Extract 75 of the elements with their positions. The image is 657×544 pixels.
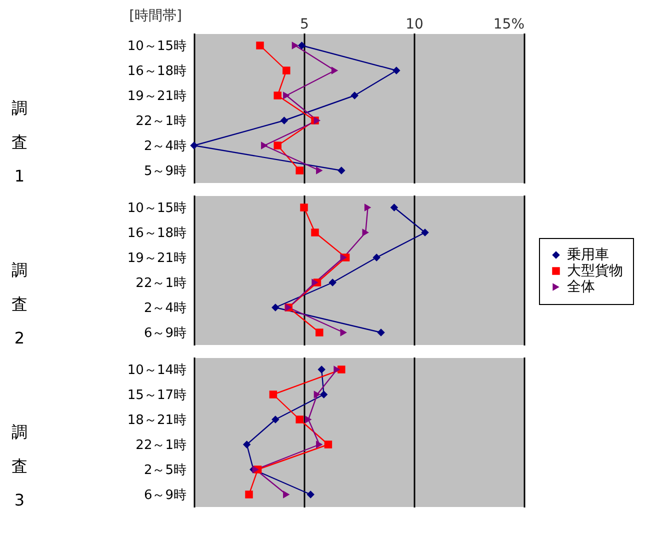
- point: [311, 228, 319, 236]
- y-tick-label: 18～21時: [127, 413, 186, 428]
- point: [314, 116, 321, 124]
- y-tick-label: 6～9時: [144, 488, 186, 503]
- x-tick-label: 15%: [493, 16, 524, 32]
- point: [269, 390, 278, 398]
- point: [261, 142, 268, 150]
- point: [338, 366, 346, 374]
- point: [324, 440, 332, 448]
- point: [340, 328, 347, 336]
- point: [340, 254, 347, 262]
- y-tick-label: 16～18時: [127, 64, 186, 79]
- point: [283, 490, 290, 498]
- y-tick-label: 22～1時: [136, 438, 186, 453]
- point: [320, 390, 328, 398]
- x-tick-label: 5: [300, 16, 309, 32]
- point: [306, 490, 314, 498]
- point: [316, 328, 324, 336]
- point: [421, 228, 429, 236]
- point: [338, 166, 346, 174]
- y-tick-label: 10～15時: [127, 39, 186, 54]
- point: [350, 92, 358, 100]
- y-tick-label: 2～5時: [144, 463, 186, 478]
- point: [392, 66, 400, 74]
- point: [298, 42, 306, 50]
- point: [390, 204, 398, 212]
- point: [316, 440, 323, 448]
- legend-label: 全体: [567, 279, 595, 295]
- point: [296, 166, 304, 174]
- y-tick-label: 2～4時: [144, 301, 186, 316]
- y-tick-label: 6～9時: [144, 326, 186, 341]
- y-axis-title: 調査3: [11, 422, 28, 510]
- y-tick-label: 10～14時: [127, 363, 186, 378]
- point: [283, 92, 290, 100]
- y-axis-title: 調査2: [11, 260, 28, 348]
- legend-label: 乗用車: [567, 247, 609, 263]
- point: [377, 328, 385, 336]
- point: [331, 66, 338, 74]
- point: [292, 42, 299, 50]
- point: [280, 116, 288, 124]
- y-tick-label: 5～9時: [144, 164, 186, 179]
- y-tick-label: 2～4時: [144, 139, 186, 154]
- point: [274, 92, 282, 100]
- point: [274, 142, 282, 150]
- point: [312, 278, 318, 286]
- point: [252, 466, 259, 474]
- x-tick-label: 10: [406, 16, 424, 32]
- y-tick-label: 22～1時: [136, 114, 186, 129]
- y-tick-label: 16～18時: [127, 226, 186, 241]
- point: [318, 366, 326, 374]
- point: [272, 304, 280, 312]
- point: [242, 440, 251, 448]
- y-tick-label: 19～21時: [127, 89, 186, 104]
- point: [282, 66, 290, 74]
- point: [364, 204, 372, 212]
- point: [328, 278, 336, 286]
- text: [時間帯]: [129, 8, 182, 24]
- y-axis-title: 調査1: [11, 98, 28, 186]
- point: [256, 42, 264, 50]
- point: [190, 142, 198, 150]
- point: [372, 254, 380, 262]
- point: [272, 416, 280, 424]
- point: [334, 366, 340, 374]
- point: [316, 166, 323, 174]
- point: [362, 228, 369, 236]
- legend-label: 大型貨物: [567, 263, 623, 279]
- point: [296, 416, 304, 424]
- y-tick-label: 15～17時: [127, 388, 186, 403]
- point: [314, 390, 321, 398]
- point: [305, 416, 312, 424]
- y-tick-label: 22～1時: [136, 276, 186, 291]
- y-tick-label: 10～15時: [127, 201, 186, 216]
- point: [300, 204, 308, 212]
- point: [245, 490, 253, 498]
- y-tick-label: 19～21時: [127, 251, 186, 266]
